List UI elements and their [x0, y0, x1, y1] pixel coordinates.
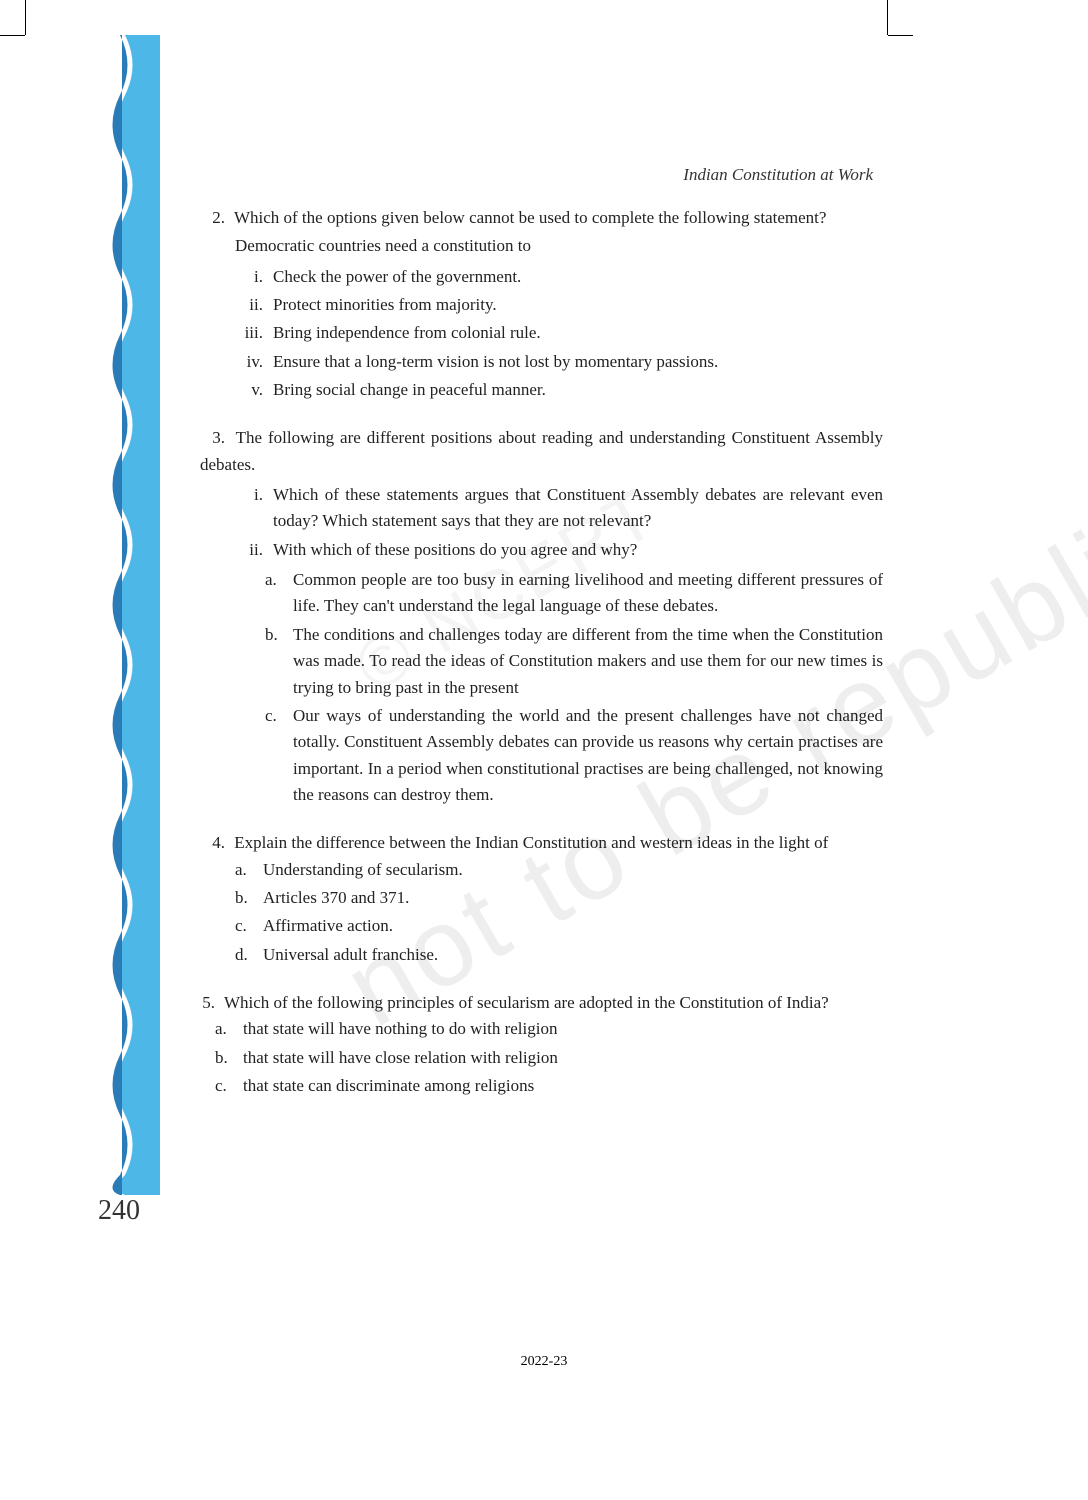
- question-4: 4. Explain the difference between the In…: [200, 830, 883, 968]
- item-number: b.: [265, 622, 293, 701]
- crop-mark: [888, 35, 913, 36]
- crop-mark: [887, 0, 888, 35]
- list-item: b. Articles 370 and 371.: [235, 885, 883, 911]
- question-intro: Democratic countries need a constitution…: [200, 233, 883, 259]
- wave-border-decoration: [110, 35, 160, 1195]
- list-item: d. Universal adult franchise.: [235, 942, 883, 968]
- item-text: Ensure that a long-term vision is not lo…: [273, 349, 883, 375]
- page-header-title: Indian Constitution at Work: [683, 165, 873, 185]
- item-number: c.: [215, 1073, 243, 1099]
- question-number: 2.: [200, 205, 225, 231]
- item-number: c.: [265, 703, 293, 808]
- item-number: b.: [215, 1045, 243, 1071]
- item-number: d.: [235, 942, 263, 968]
- item-number: c.: [235, 913, 263, 939]
- item-number: ii.: [235, 537, 273, 563]
- list-item: ii. Protect minorities from majority.: [235, 292, 883, 318]
- item-number: v.: [235, 377, 273, 403]
- item-number: iv.: [235, 349, 273, 375]
- alpha-list: a. that state will have nothing to do wi…: [190, 1016, 883, 1099]
- item-text: Common people are too busy in earning li…: [293, 567, 883, 620]
- list-item: ii. With which of these positions do you…: [235, 537, 883, 563]
- item-number: ii.: [235, 292, 273, 318]
- list-item: i. Which of these statements argues that…: [235, 482, 883, 535]
- item-number: a.: [215, 1016, 243, 1042]
- item-text: Which of these statements argues that Co…: [273, 482, 883, 535]
- list-item: v. Bring social change in peaceful manne…: [235, 377, 883, 403]
- item-number: b.: [235, 885, 263, 911]
- item-text: that state will have close relation with…: [243, 1045, 883, 1071]
- item-text: Understanding of secularism.: [263, 857, 883, 883]
- item-text: that state can discriminate among religi…: [243, 1073, 883, 1099]
- list-item: c. Our ways of understanding the world a…: [265, 703, 883, 808]
- item-text: Bring social change in peaceful manner.: [273, 377, 883, 403]
- crop-mark: [25, 0, 26, 35]
- alpha-list: a. Common people are too busy in earning…: [235, 567, 883, 808]
- item-text: Protect minorities from majority.: [273, 292, 883, 318]
- crop-mark: [0, 35, 25, 36]
- list-item: a. Common people are too busy in earning…: [265, 567, 883, 620]
- list-item: c. Affirmative action.: [235, 913, 883, 939]
- item-text: Affirmative action.: [263, 913, 883, 939]
- item-number: i.: [235, 482, 273, 535]
- item-text: With which of these positions do you agr…: [273, 537, 883, 563]
- question-text: The following are different positions ab…: [200, 428, 883, 473]
- question-number: 5.: [190, 990, 215, 1016]
- list-item: i. Check the power of the government.: [235, 264, 883, 290]
- item-number: iii.: [235, 320, 273, 346]
- item-text: Articles 370 and 371.: [263, 885, 883, 911]
- list-item: b. The conditions and challenges today a…: [265, 622, 883, 701]
- page-container: not to be republished © NCERT Indian Con…: [0, 0, 1088, 1500]
- item-text: Bring independence from colonial rule.: [273, 320, 883, 346]
- list-item: c. that state can discriminate among rel…: [215, 1073, 883, 1099]
- page-number: 240: [98, 1195, 140, 1227]
- question-3: 3. The following are different positions…: [200, 425, 883, 808]
- question-number: 4.: [200, 830, 225, 856]
- list-item: iii. Bring independence from colonial ru…: [235, 320, 883, 346]
- item-number: a.: [235, 857, 263, 883]
- content-area: 2. Which of the options given below cann…: [200, 205, 883, 1121]
- question-text: Explain the difference between the India…: [234, 833, 828, 852]
- question-text: Which of the following principles of sec…: [224, 993, 829, 1012]
- roman-list: i. Which of these statements argues that…: [200, 482, 883, 808]
- item-text: Our ways of understanding the world and …: [293, 703, 883, 808]
- item-number: a.: [265, 567, 293, 620]
- question-5: 5. Which of the following principles of …: [190, 990, 883, 1099]
- list-item: a. Understanding of secularism.: [235, 857, 883, 883]
- item-number: i.: [235, 264, 273, 290]
- roman-list: i. Check the power of the government. ii…: [200, 264, 883, 404]
- question-number: 3.: [200, 425, 225, 451]
- item-text: that state will have nothing to do with …: [243, 1016, 883, 1042]
- list-item: iv. Ensure that a long-term vision is no…: [235, 349, 883, 375]
- footer-year: 2022-23: [521, 1354, 568, 1370]
- alpha-list: a. Understanding of secularism. b. Artic…: [200, 857, 883, 968]
- question-text: Which of the options given below cannot …: [234, 208, 827, 227]
- item-text: The conditions and challenges today are …: [293, 622, 883, 701]
- list-item: b. that state will have close relation w…: [215, 1045, 883, 1071]
- item-text: Universal adult franchise.: [263, 942, 883, 968]
- list-item: a. that state will have nothing to do wi…: [215, 1016, 883, 1042]
- item-text: Check the power of the government.: [273, 264, 883, 290]
- question-2: 2. Which of the options given below cann…: [200, 205, 883, 403]
